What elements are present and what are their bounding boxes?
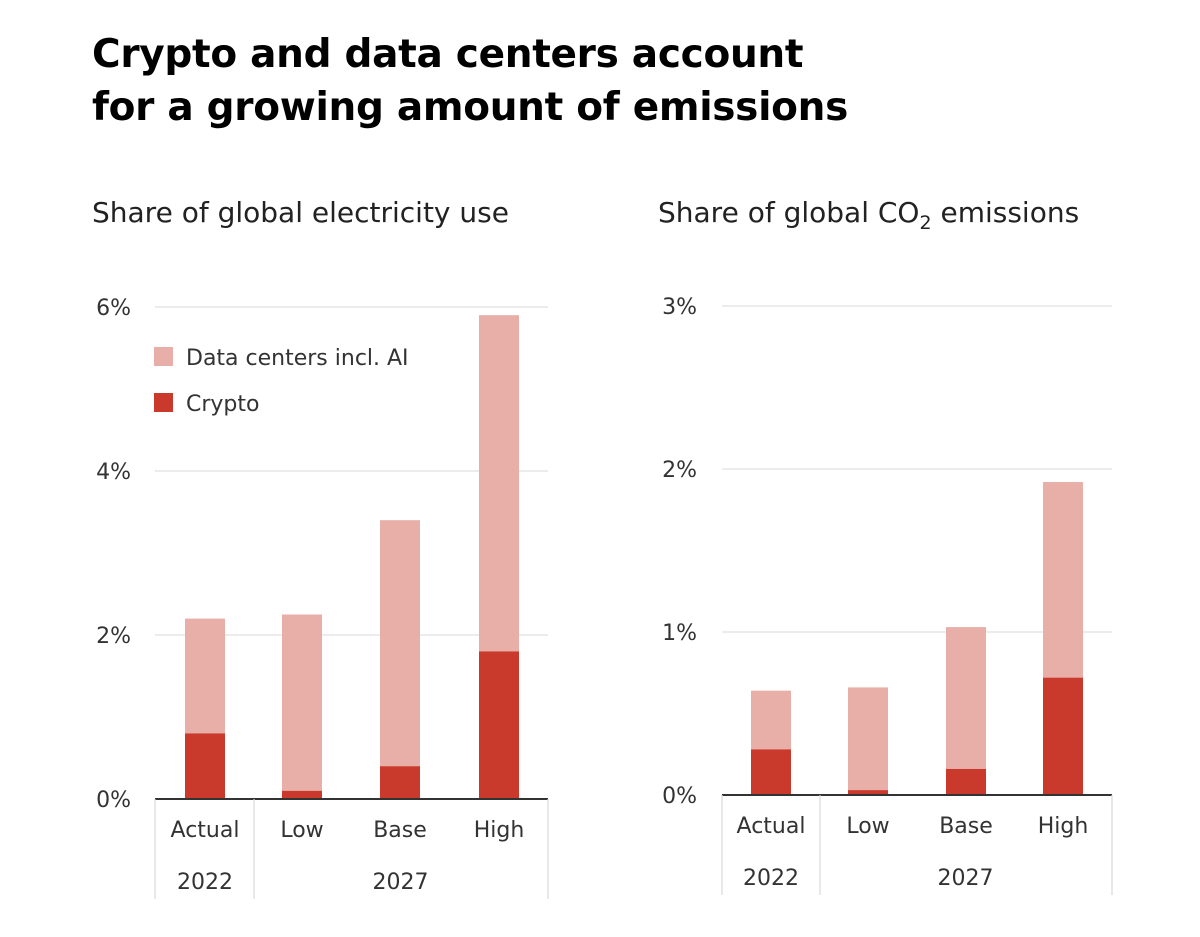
chart-0-bar-datacenters-high [479, 315, 519, 652]
chart-0-bar-crypto-low [282, 790, 322, 799]
chart-title: Crypto and data centers account for a gr… [92, 28, 848, 134]
chart-1-bar-datacenters-low [848, 687, 888, 791]
chart-0-ytick-label: 0% [96, 788, 131, 813]
chart-1-bar-crypto-low [848, 790, 888, 795]
chart-1-ytick-label: 1% [662, 621, 697, 646]
chart-1-group-label: 2022 [743, 866, 799, 891]
chart-0-category-label: Base [373, 818, 427, 843]
legend-label-crypto: Crypto [186, 392, 259, 417]
chart-1-bar-datacenters-high [1043, 482, 1083, 678]
chart-1-group-label: 2027 [938, 866, 994, 891]
chart-1-bar-crypto-base [946, 768, 986, 795]
chart-0-bar-crypto-actual [185, 733, 225, 799]
chart-0-group [154, 306, 549, 899]
chart-1-ytick-label: 0% [662, 784, 697, 809]
chart-1-category-label: Base [939, 814, 993, 839]
chart-0-bar-crypto-high [479, 651, 519, 799]
legend-swatch-data-centers [154, 347, 173, 366]
legend-swatch-crypto [154, 393, 173, 412]
chart-0-ytick-label: 2% [96, 624, 131, 649]
chart-0-category-label: Actual [171, 818, 240, 843]
chart-0-category-label: High [474, 818, 525, 843]
chart-0-group-label: 2027 [373, 870, 429, 895]
chart-1-bar-crypto-high [1043, 677, 1083, 795]
chart-0-ytick-label: 6% [96, 296, 131, 321]
chart-0-bar-datacenters-actual [185, 618, 225, 734]
chart-1-category-label: Actual [737, 814, 806, 839]
legend-label-data-centers: Data centers incl. AI [186, 346, 409, 371]
chart-1-bar-crypto-actual [751, 749, 791, 795]
chart-1-ytick-label: 3% [662, 295, 697, 320]
chart-0-bar-crypto-base [380, 766, 420, 799]
chart-0-group-label: 2022 [177, 870, 233, 895]
left-chart-subtitle: Share of global electricity use [92, 196, 509, 229]
chart-1-group [721, 305, 1113, 895]
right-subtitle-suffix: emissions [931, 196, 1080, 229]
title-line-1: Crypto and data centers account [92, 32, 804, 77]
chart-1-bar-datacenters-actual [751, 690, 791, 750]
chart-0-bar-datacenters-low [282, 614, 322, 791]
chart-1-category-label: High [1038, 814, 1089, 839]
chart-0-ytick-label: 4% [96, 460, 131, 485]
chart-1-category-label: Low [846, 814, 889, 839]
right-chart-subtitle: Share of global CO2 emissions [658, 196, 1080, 234]
title-line-2: for a growing amount of emissions [92, 85, 849, 130]
right-subtitle-prefix: Share of global CO [658, 196, 920, 229]
chart-1-ytick-label: 2% [662, 458, 697, 483]
right-subtitle-subscript: 2 [919, 212, 932, 234]
chart-0-category-label: Low [280, 818, 323, 843]
chart-1-bar-datacenters-base [946, 627, 986, 769]
chart-0-bar-datacenters-base [380, 520, 420, 767]
